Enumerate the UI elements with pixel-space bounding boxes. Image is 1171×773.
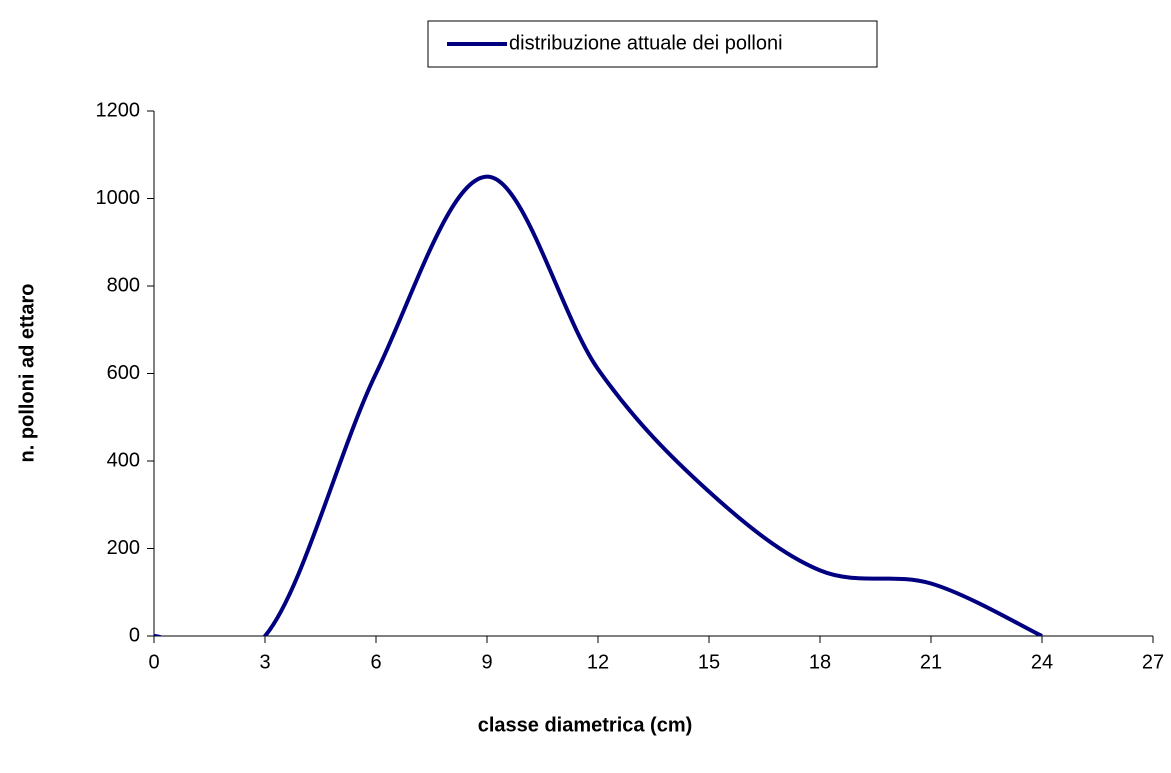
- y-tick-label: 400: [107, 449, 140, 471]
- x-tick-label: 24: [1031, 651, 1053, 673]
- x-tick-label: 6: [370, 651, 381, 673]
- x-tick-label: 12: [587, 651, 609, 673]
- y-tick-label: 1000: [96, 187, 141, 209]
- y-tick-label: 1200: [96, 99, 141, 121]
- x-axis-title: classe diametrica (cm): [478, 714, 693, 736]
- y-tick-label: 800: [107, 274, 140, 296]
- x-tick-label: 18: [809, 651, 831, 673]
- x-tick-label: 15: [698, 651, 720, 673]
- x-tick-label: 27: [1142, 651, 1164, 673]
- y-axis-title: n. polloni ad ettaro: [16, 284, 38, 463]
- y-tick-label: 0: [129, 624, 140, 646]
- x-tick-label: 21: [920, 651, 942, 673]
- x-tick-label: 9: [481, 651, 492, 673]
- y-tick-label: 200: [107, 537, 140, 559]
- x-tick-label: 3: [259, 651, 270, 673]
- series-line: [154, 174, 1043, 636]
- y-tick-label: 600: [107, 362, 140, 384]
- legend-label: distribuzione attuale dei polloni: [509, 32, 783, 54]
- x-tick-label: 0: [148, 651, 159, 673]
